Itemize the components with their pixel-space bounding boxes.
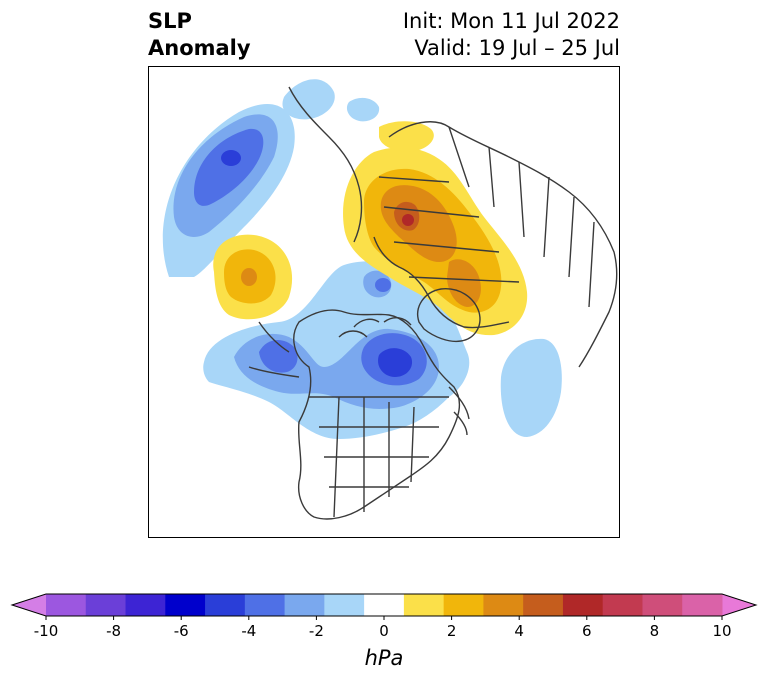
tick-label: 0: [379, 622, 389, 640]
colorbar-swatch: [403, 594, 445, 616]
tick-label: 4: [514, 622, 524, 640]
map-panel: [148, 66, 620, 538]
tick-label: -6: [173, 622, 189, 640]
init-date: Init: Mon 11 Jul 2022: [402, 9, 620, 33]
colorbar-extend-max: [722, 594, 756, 616]
colorbar-swatch: [85, 594, 127, 616]
colorbar-swatch: [602, 594, 643, 616]
title-line-1: SLP: [148, 9, 192, 33]
tick-label: -8: [106, 622, 122, 640]
tick-label: 10: [712, 622, 732, 640]
colorbar-swatch: [523, 594, 564, 616]
tick-label: -10: [33, 622, 59, 640]
bering-blue-patches: [282, 79, 380, 122]
colorbar-tick-labels: -10 -8 -6 -4 -2 0 2 4 6 8 10: [0, 622, 768, 642]
colorbar-swatch: [443, 594, 484, 616]
colorbar-extend-min: [12, 594, 46, 616]
coastlines: [248, 86, 618, 520]
tick-label: -4: [241, 622, 257, 640]
title-line-2: Anomaly: [148, 36, 251, 60]
north-atlantic-low: [500, 338, 562, 437]
colorbar-swatch: [244, 594, 286, 616]
colorbar-swatch: [642, 594, 683, 616]
colorbar-swatch: [284, 594, 325, 616]
map-title: SLP Anomaly: [148, 8, 251, 62]
colorbar: [10, 593, 758, 620]
tick-label: 6: [582, 622, 592, 640]
colorbar-swatch: [483, 594, 524, 616]
colorbar-swatch: [46, 594, 87, 616]
colorbar-swatch: [125, 594, 166, 616]
run-info: Init: Mon 11 Jul 2022 Valid: 19 Jul – 25…: [403, 8, 620, 62]
valid-range: Valid: 19 Jul – 25 Jul: [414, 36, 620, 60]
tick-label: -2: [308, 622, 324, 640]
slp-anomaly-map: [149, 67, 619, 537]
north-pacific-high: [213, 234, 293, 320]
colorbar-swatch: [364, 594, 405, 616]
tick-label: 2: [446, 622, 457, 640]
colorbar-swatch: [324, 594, 365, 616]
colorbar-unit-label: hPa: [364, 646, 404, 670]
colorbar-swatch: [165, 594, 206, 616]
colorbar-swatch: [562, 594, 604, 616]
eurasia-high: [343, 121, 528, 336]
colorbar-swatch: [682, 594, 723, 616]
arctic-hudson-low: [203, 261, 470, 439]
tick-label: 8: [649, 622, 660, 640]
colorbar-swatch: [205, 594, 246, 616]
north-pacific-low: [162, 104, 295, 277]
